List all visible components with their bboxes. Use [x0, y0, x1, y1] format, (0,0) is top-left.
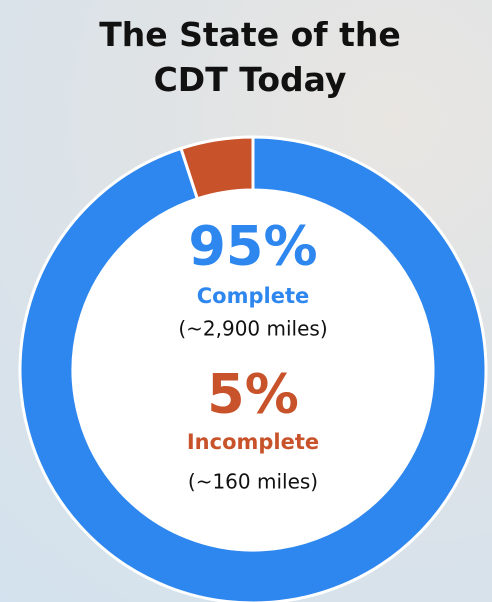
- category-label: Complete: [197, 284, 309, 308]
- note-label: (~2,900 miles): [178, 317, 327, 341]
- value-label: 95%: [188, 215, 317, 278]
- page: 95% Complete (~2,900 miles) 5% Incomplete (~1…: [0, 0, 492, 602]
- note-label: (~160 miles): [188, 470, 318, 494]
- chart-title: The State of the CDT Today: [60, 12, 440, 102]
- value-label: 5%: [207, 363, 299, 426]
- category-label: Incomplete: [187, 430, 319, 454]
